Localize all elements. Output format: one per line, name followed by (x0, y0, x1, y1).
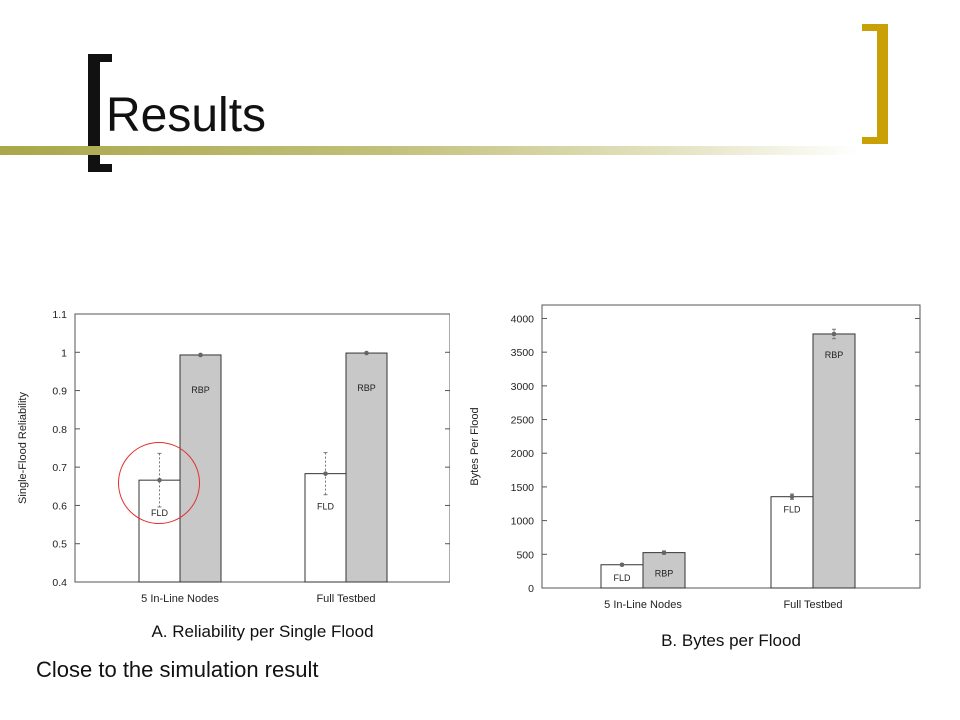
chart-b-bar-label: RBP (655, 569, 674, 579)
chart-b-xtick-label: Full Testbed (783, 599, 842, 611)
chart-b-ytick-label: 0 (528, 583, 534, 595)
highlight-circle (118, 442, 200, 524)
chart-a-ytick-label: 1 (61, 347, 67, 359)
title-underline (0, 146, 860, 155)
chart-b-bar-label: FLD (783, 505, 801, 515)
chart-b-bar-label: FLD (613, 573, 631, 583)
chart-a-ytick-label: 0.9 (52, 386, 67, 398)
chart-a-chart-title: A. Reliability per Single Flood (151, 622, 373, 641)
chart-a-y-axis-label: Single-Flood Reliability (17, 392, 29, 504)
chart-b-bar-rbp (642, 552, 686, 589)
chart-reliability: 0.4 0.5 0.6 0.7 0.8 0.9 1 1.1 Single-Flood Relia… (17, 309, 450, 641)
chart-b-ytick-label: 500 (516, 549, 534, 561)
chart-a-plot-frame (74, 313, 450, 583)
title-bracket-right (862, 24, 888, 144)
chart-a-bar-label: RBP (357, 383, 376, 393)
chart-a-bar-fld (304, 473, 347, 583)
chart-b-ytick-label: 2500 (511, 415, 535, 427)
chart-b-ytick-label: 1500 (511, 482, 535, 494)
chart-b-mean-point (831, 331, 837, 337)
chart-b-chart-title: B. Bytes per Flood (661, 631, 801, 650)
chart-a-bar-label: RBP (191, 385, 210, 395)
chart-a-bar-label: FLD (317, 502, 335, 512)
chart-a-xtick-label: 5 In-Line Nodes (141, 593, 219, 605)
chart-a-ytick-label: 0.7 (52, 462, 67, 474)
chart-a-mean-point (364, 350, 369, 356)
chart-b-ytick-label: 2000 (511, 448, 535, 460)
chart-b-mean-point (661, 550, 667, 555)
chart-a-mean-point (323, 471, 328, 476)
title-bracket-left (88, 54, 112, 172)
chart-a-bar-rbp (345, 352, 388, 583)
chart-b-plot-frame (541, 304, 921, 589)
chart-a-ytick-label: 0.4 (52, 577, 67, 589)
chart-b-ytick-label: 4000 (511, 313, 535, 325)
chart-a-ytick-label: 0.5 (52, 539, 67, 551)
chart-b-ytick-label: 3000 (511, 381, 535, 393)
slide-caption: Close to the simulation result (36, 657, 319, 682)
page-title: Results (106, 89, 267, 142)
chart-a-ytick-label: 0.6 (52, 500, 67, 512)
chart-a-xtick-label: Full Testbed (316, 593, 375, 605)
chart-b-bar-rbp (812, 333, 856, 589)
chart-a-ytick-label: 1.1 (52, 309, 67, 321)
chart-bytes-per-flood: 0 500 1000 1500 2000 2500 3000 3500 4000 Bytes Pe… (469, 304, 921, 650)
chart-b-ytick-label: 3500 (511, 347, 535, 359)
chart-b-mean-point (789, 494, 795, 499)
chart-a-ytick-label: 0.8 (52, 424, 67, 436)
chart-b-mean-point (619, 562, 625, 568)
chart-b-ytick-label: 1000 (511, 516, 535, 528)
chart-b-bar-label: RBP (825, 350, 844, 360)
chart-b-y-axis-label: Bytes Per Flood (469, 407, 481, 485)
chart-b-xtick-label: 5 In-Line Nodes (604, 599, 682, 611)
chart-a-mean-point (198, 352, 203, 358)
